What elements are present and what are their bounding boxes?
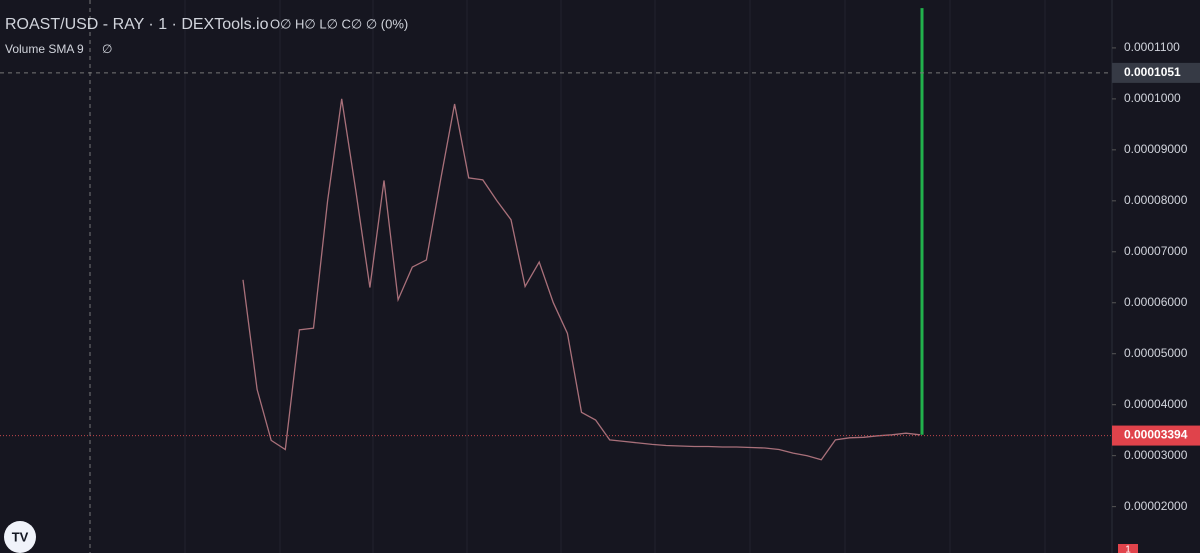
chart-title: ROAST/USD - RAY · 1 · DEXTools.io [5,16,269,33]
y-tick-label: 0.00002000 [1124,499,1188,513]
y-tick-label: 0.00006000 [1124,295,1188,309]
crosshair-box [1112,62,1200,83]
ohlc-readout: O∅ H∅ L∅ C∅ ∅ (0%) [270,16,408,31]
y-tick-label: 0.0001100 [1124,40,1180,54]
y-tick-label: 0.00003000 [1124,448,1188,462]
price-line [242,98,921,461]
vertical-grid [184,0,1046,553]
crosshair-label: 0.0001051 [1124,65,1181,79]
badge-box [1118,544,1138,553]
logo[interactable]: TV [4,521,36,553]
indicator-value: ∅ [102,42,112,56]
last-price-label: 0.00003394 [1124,428,1188,442]
y-tick-label: 0.0001000 [1124,91,1181,105]
badge-label: 1 [1125,545,1131,553]
y-tick-label: 0.00005000 [1124,346,1188,360]
last-price-box [1112,425,1200,446]
indicator-name: Volume SMA 9 [5,42,84,56]
y-tick-label: 0.00009000 [1124,142,1188,156]
svg-text:TV: TV [12,529,29,544]
y-tick-label: 0.00004000 [1124,397,1188,411]
y-tick-label: 0.00008000 [1124,193,1188,207]
y-tick-label: 0.00007000 [1124,244,1188,258]
